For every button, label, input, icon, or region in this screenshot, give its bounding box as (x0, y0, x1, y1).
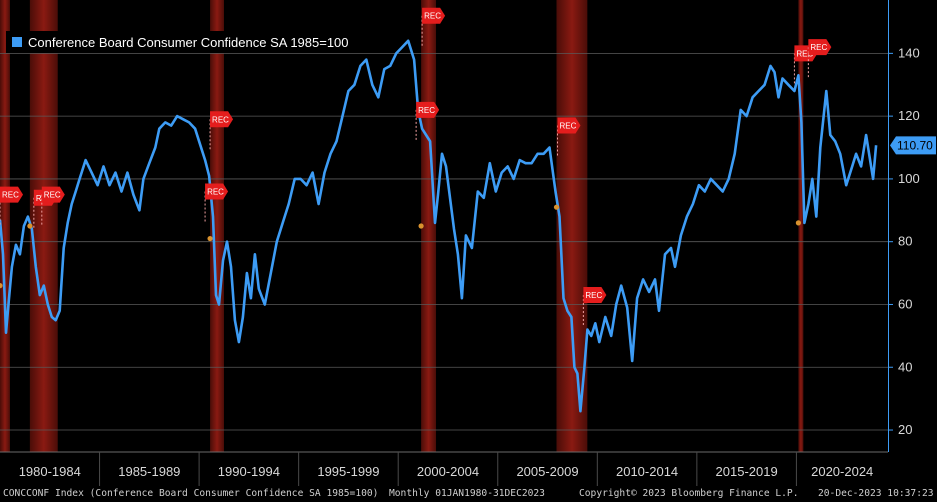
series-line-0 (0, 39, 878, 413)
x-tick-label: 2010-2014 (616, 464, 678, 479)
rec-flag-2: REC (41, 186, 65, 225)
footer-copyright: Copyright© 2023 Bloomberg Finance L.P. (579, 488, 799, 499)
x-tick-label: 1995-1999 (317, 464, 379, 479)
y-tick-label: 120 (898, 108, 920, 123)
x-tick-label: 2000-2004 (417, 464, 479, 479)
y-tick-label: 80 (898, 234, 912, 249)
rec-flag-shape (416, 101, 440, 118)
rec-flag-label: REC (212, 115, 229, 124)
footer-bar: CONCCONF Index (Conference Board Consume… (0, 486, 937, 502)
recession-markers (0, 204, 802, 289)
footer-ticker: CONCCONF Index (Conference Board Consume… (3, 488, 379, 499)
recession-flags: RECRECRECRECRECRECRECRECRECRECREC (0, 7, 832, 326)
rec-flag-10: REC (807, 39, 832, 78)
footer-period: Monthly 01JAN1980-31DEC2023 (389, 488, 545, 499)
gridlines (0, 52, 888, 431)
y-axis: 20 40 60 80 100 120 140 (0, 0, 920, 453)
x-tick-label: 2020-2024 (811, 464, 873, 479)
rec-flag-5: REC (415, 101, 440, 140)
x-tick-label: 1985-1989 (118, 464, 180, 479)
recession-dot-3 (418, 223, 424, 229)
y-tick-label: 140 (898, 45, 920, 60)
recession-band-5 (798, 0, 804, 452)
x-tick-label: 2015-2019 (716, 464, 778, 479)
rec-flag-shape (41, 186, 65, 203)
recession-dot-4 (553, 204, 560, 210)
recession-band-0 (0, 0, 10, 452)
rec-flag-7: REC (556, 117, 581, 156)
x-tick-label: 1990-1994 (218, 464, 280, 479)
recession-band-4 (556, 0, 588, 452)
rec-flag-8: REC (582, 287, 607, 326)
rec-flag-6: REC (421, 7, 446, 46)
last-value-badge (890, 136, 936, 155)
rec-flag-3: REC (204, 183, 229, 222)
rec-flag-label: REC (2, 191, 19, 200)
rec-flag-label: REC (418, 106, 435, 115)
legend-label: Conference Board Consumer Confidence SA … (28, 34, 349, 50)
rec-flag-shape (205, 183, 229, 200)
chart: 20 40 60 80 100 120 140 1980-1984 1985-1989 1990… (0, 0, 936, 486)
rec-flag-4: REC (209, 111, 234, 150)
rec-flag-label: REC (810, 43, 827, 52)
rec-flag-label: REC (796, 49, 813, 58)
rec-flag-shape (210, 111, 234, 128)
rec-flag-label: REC (559, 122, 576, 131)
x-axis: 1980-1984 1985-1989 1990-1994 1995-1999 2000… (19, 452, 873, 486)
rec-flag-shape (557, 117, 581, 134)
y-tick-label: 100 (898, 171, 920, 186)
recession-dot-2 (207, 235, 213, 242)
legend: Conference Board Consumer Confidence SA … (6, 31, 357, 53)
rec-flag-label: REC (207, 187, 224, 196)
rec-flag-label: REC (585, 291, 602, 300)
x-tick-label: 2005-2009 (516, 464, 578, 479)
rec-flag-shape (0, 186, 23, 203)
rec-flag-0: REC (0, 186, 23, 225)
rec-flag-shape (422, 7, 446, 24)
y-tick-label: 40 (898, 359, 912, 374)
footer-timestamp: 20-Dec-2023 10:37:23 (818, 488, 934, 499)
recession-dot-1 (27, 223, 33, 229)
recession-dot-5 (795, 220, 802, 226)
rec-flag-label: REC (44, 191, 61, 200)
recession-dot-0 (0, 283, 3, 289)
rec-flag-shape (808, 39, 832, 56)
last-value-tag: 110.70 (890, 136, 936, 155)
last-value-label: 110.70 (897, 138, 933, 152)
recession-band-1 (29, 0, 58, 452)
y-tick-label: 20 (898, 422, 912, 437)
series (0, 39, 878, 413)
x-tick-label: 1980-1984 (19, 464, 81, 479)
y-tick-label: 60 (898, 296, 912, 311)
legend-swatch (12, 37, 22, 47)
rec-flag-shape (583, 287, 607, 304)
rec-flag-label: REC (424, 12, 441, 21)
